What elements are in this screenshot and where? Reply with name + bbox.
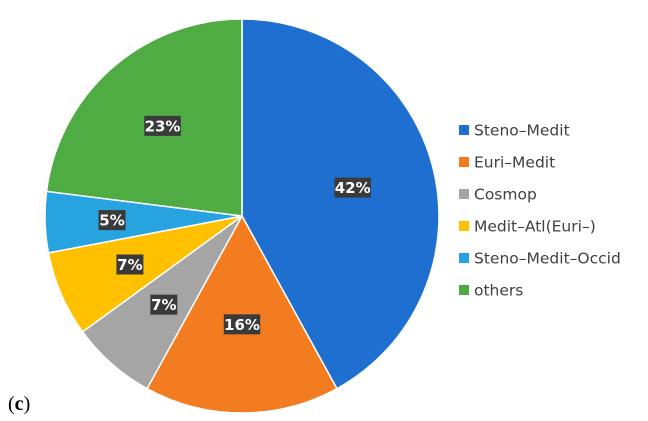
- data-label-box: [223, 314, 261, 335]
- legend-label: Cosmop: [474, 186, 537, 204]
- data-label-box: [116, 254, 144, 275]
- legend-swatch: [459, 221, 469, 231]
- data-label-box: [144, 115, 181, 136]
- legend-label: Steno–Medit: [474, 122, 570, 140]
- legend-swatch: [459, 253, 469, 263]
- legend: Steno–Medit Euri–Medit Cosmop Medit–Atl(Eur…: [459, 122, 621, 300]
- data-label-box: [98, 210, 126, 231]
- legend-label: others: [474, 282, 523, 300]
- pie-slice-6: [45, 18, 243, 217]
- slice-labels: 42% 16% 7% 7% 5% 23%: [98, 115, 371, 335]
- legend-swatch: [459, 189, 469, 199]
- legend-label: Medit–Atl(Euri–): [474, 218, 596, 236]
- data-label: 7%: [151, 296, 176, 314]
- legend-swatch: [459, 125, 469, 135]
- legend-swatch: [459, 157, 469, 167]
- legend-label: Steno–Medit–Occid: [474, 250, 621, 268]
- panel-label: (c): [8, 393, 31, 415]
- data-label: 23%: [145, 117, 181, 135]
- legend-label: Euri–Medit: [474, 154, 555, 172]
- data-label: 5%: [99, 212, 124, 230]
- legend-swatch: [459, 285, 469, 295]
- data-label: 16%: [224, 316, 260, 334]
- data-label-box: [334, 177, 371, 198]
- pie-slices: [44, 18, 440, 414]
- pie-slice-1: [241, 18, 440, 390]
- data-label: 7%: [117, 256, 142, 274]
- data-label: 42%: [335, 179, 371, 197]
- panel-letter: c: [14, 393, 24, 415]
- data-label-box: [150, 294, 178, 315]
